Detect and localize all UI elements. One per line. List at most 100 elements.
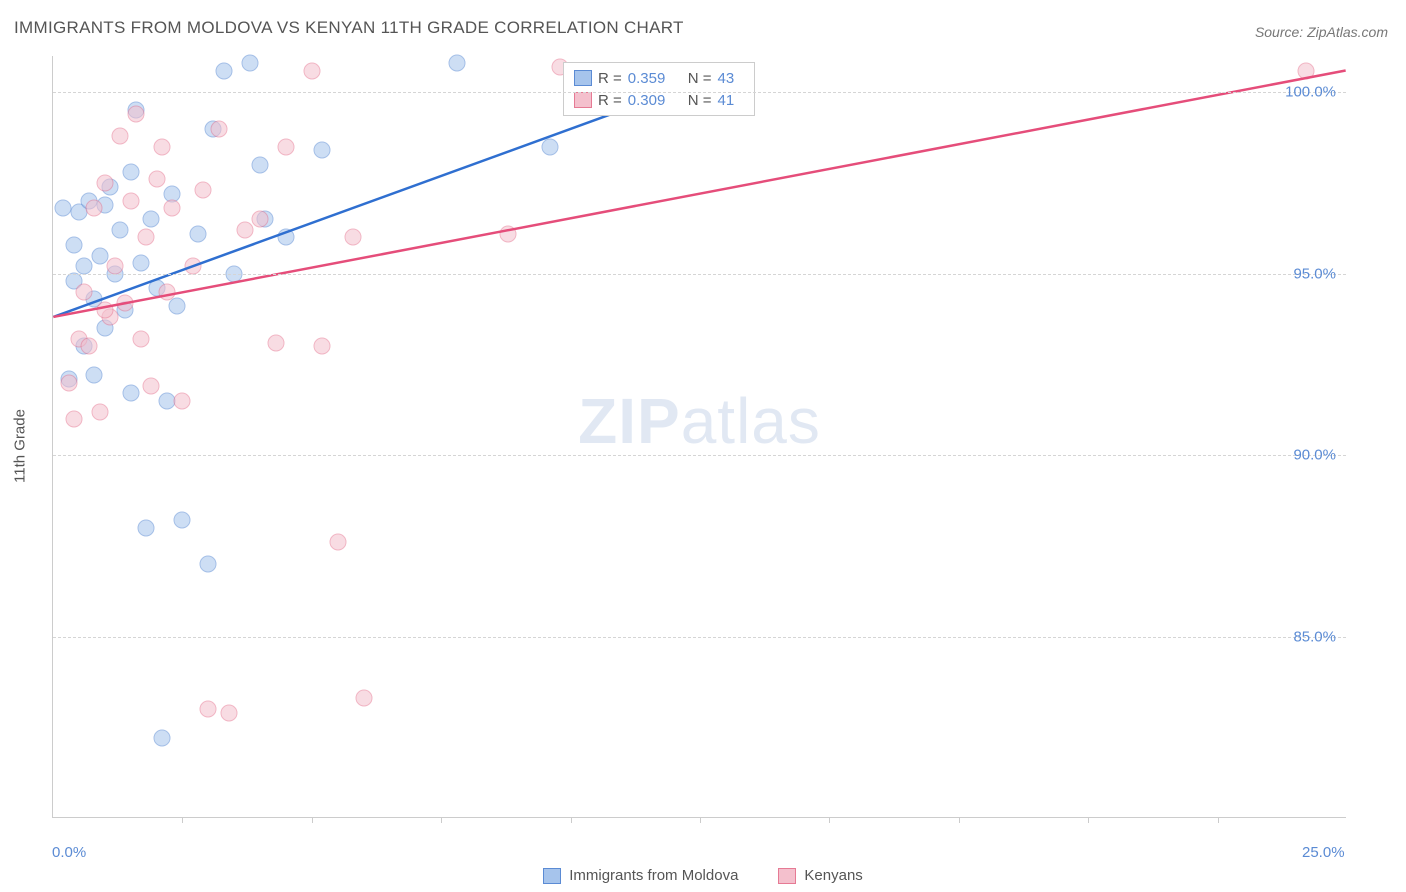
data-point bbox=[158, 392, 175, 409]
data-point bbox=[329, 534, 346, 551]
data-point bbox=[174, 392, 191, 409]
trend-lines-svg bbox=[53, 56, 1346, 817]
data-point bbox=[314, 338, 331, 355]
data-point bbox=[86, 200, 103, 217]
data-point bbox=[195, 182, 212, 199]
data-point bbox=[117, 294, 134, 311]
x-tick bbox=[1218, 817, 1219, 823]
x-tick bbox=[1088, 817, 1089, 823]
data-point bbox=[189, 225, 206, 242]
data-point bbox=[220, 704, 237, 721]
data-point bbox=[96, 302, 113, 319]
data-point bbox=[153, 138, 170, 155]
correlation-legend: R = 0.359 N = 43 R = 0.309 N = 41 bbox=[563, 62, 755, 116]
legend-r-label: R = bbox=[598, 92, 622, 109]
y-tick-label: 100.0% bbox=[1285, 84, 1336, 101]
data-point bbox=[65, 236, 82, 253]
data-point bbox=[164, 200, 181, 217]
data-point bbox=[91, 247, 108, 264]
data-point bbox=[500, 225, 517, 242]
data-point bbox=[148, 171, 165, 188]
x-tick bbox=[700, 817, 701, 823]
x-tick-label: 25.0% bbox=[1302, 844, 1345, 861]
watermark-light: atlas bbox=[681, 385, 821, 457]
legend-swatch bbox=[574, 92, 592, 108]
data-point bbox=[127, 106, 144, 123]
data-point bbox=[138, 229, 155, 246]
legend-n-value: 43 bbox=[718, 70, 744, 87]
data-point bbox=[55, 200, 72, 217]
legend-series-label: Immigrants from Moldova bbox=[569, 867, 738, 884]
y-tick-label: 95.0% bbox=[1293, 265, 1336, 282]
data-point bbox=[345, 229, 362, 246]
data-point bbox=[200, 556, 217, 573]
data-point bbox=[132, 331, 149, 348]
legend-row: R = 0.359 N = 43 bbox=[574, 67, 744, 89]
data-point bbox=[314, 142, 331, 159]
y-tick-label: 85.0% bbox=[1293, 628, 1336, 645]
data-point bbox=[76, 283, 93, 300]
data-point bbox=[107, 258, 124, 275]
legend-n-label: N = bbox=[688, 70, 712, 87]
data-point bbox=[252, 156, 269, 173]
series-legend: Immigrants from Moldova Kenyans bbox=[0, 867, 1406, 884]
data-point bbox=[277, 229, 294, 246]
data-point bbox=[541, 138, 558, 155]
watermark-bold: ZIP bbox=[578, 385, 681, 457]
legend-n-value: 41 bbox=[718, 92, 744, 109]
y-axis-label: 11th Grade bbox=[12, 409, 29, 483]
legend-swatch bbox=[574, 70, 592, 86]
legend-swatch bbox=[778, 868, 796, 884]
chart-title: IMMIGRANTS FROM MOLDOVA VS KENYAN 11TH G… bbox=[14, 18, 684, 38]
data-point bbox=[143, 211, 160, 228]
data-point bbox=[122, 193, 139, 210]
data-point bbox=[215, 62, 232, 79]
data-point bbox=[86, 367, 103, 384]
data-point bbox=[1297, 62, 1314, 79]
data-point bbox=[200, 701, 217, 718]
gridline bbox=[53, 274, 1346, 275]
data-point bbox=[122, 385, 139, 402]
data-point bbox=[184, 258, 201, 275]
legend-item: Kenyans bbox=[778, 867, 862, 884]
legend-series-label: Kenyans bbox=[804, 867, 862, 884]
data-point bbox=[210, 120, 227, 137]
data-point bbox=[303, 62, 320, 79]
x-tick bbox=[182, 817, 183, 823]
watermark: ZIPatlas bbox=[578, 384, 821, 458]
data-point bbox=[91, 403, 108, 420]
data-point bbox=[267, 334, 284, 351]
data-point bbox=[122, 164, 139, 181]
data-point bbox=[60, 374, 77, 391]
legend-item: Immigrants from Moldova bbox=[543, 867, 738, 884]
data-point bbox=[236, 222, 253, 239]
data-point bbox=[153, 730, 170, 747]
data-point bbox=[158, 283, 175, 300]
x-tick-label: 0.0% bbox=[52, 844, 86, 861]
data-point bbox=[241, 55, 258, 72]
data-point bbox=[174, 512, 191, 529]
gridline bbox=[53, 637, 1346, 638]
y-tick-label: 90.0% bbox=[1293, 447, 1336, 464]
data-point bbox=[277, 138, 294, 155]
gridline bbox=[53, 455, 1346, 456]
data-point bbox=[96, 175, 113, 192]
x-tick bbox=[959, 817, 960, 823]
source-attribution: Source: ZipAtlas.com bbox=[1255, 24, 1388, 40]
legend-r-label: R = bbox=[598, 70, 622, 87]
legend-r-value: 0.309 bbox=[628, 92, 676, 109]
x-tick bbox=[829, 817, 830, 823]
gridline bbox=[53, 92, 1346, 93]
legend-r-value: 0.359 bbox=[628, 70, 676, 87]
data-point bbox=[252, 211, 269, 228]
data-point bbox=[448, 55, 465, 72]
x-tick bbox=[312, 817, 313, 823]
data-point bbox=[143, 378, 160, 395]
data-point bbox=[81, 338, 98, 355]
legend-n-label: N = bbox=[688, 92, 712, 109]
data-point bbox=[112, 222, 129, 239]
data-point bbox=[76, 258, 93, 275]
data-point bbox=[132, 254, 149, 271]
data-point bbox=[65, 410, 82, 427]
data-point bbox=[355, 690, 372, 707]
